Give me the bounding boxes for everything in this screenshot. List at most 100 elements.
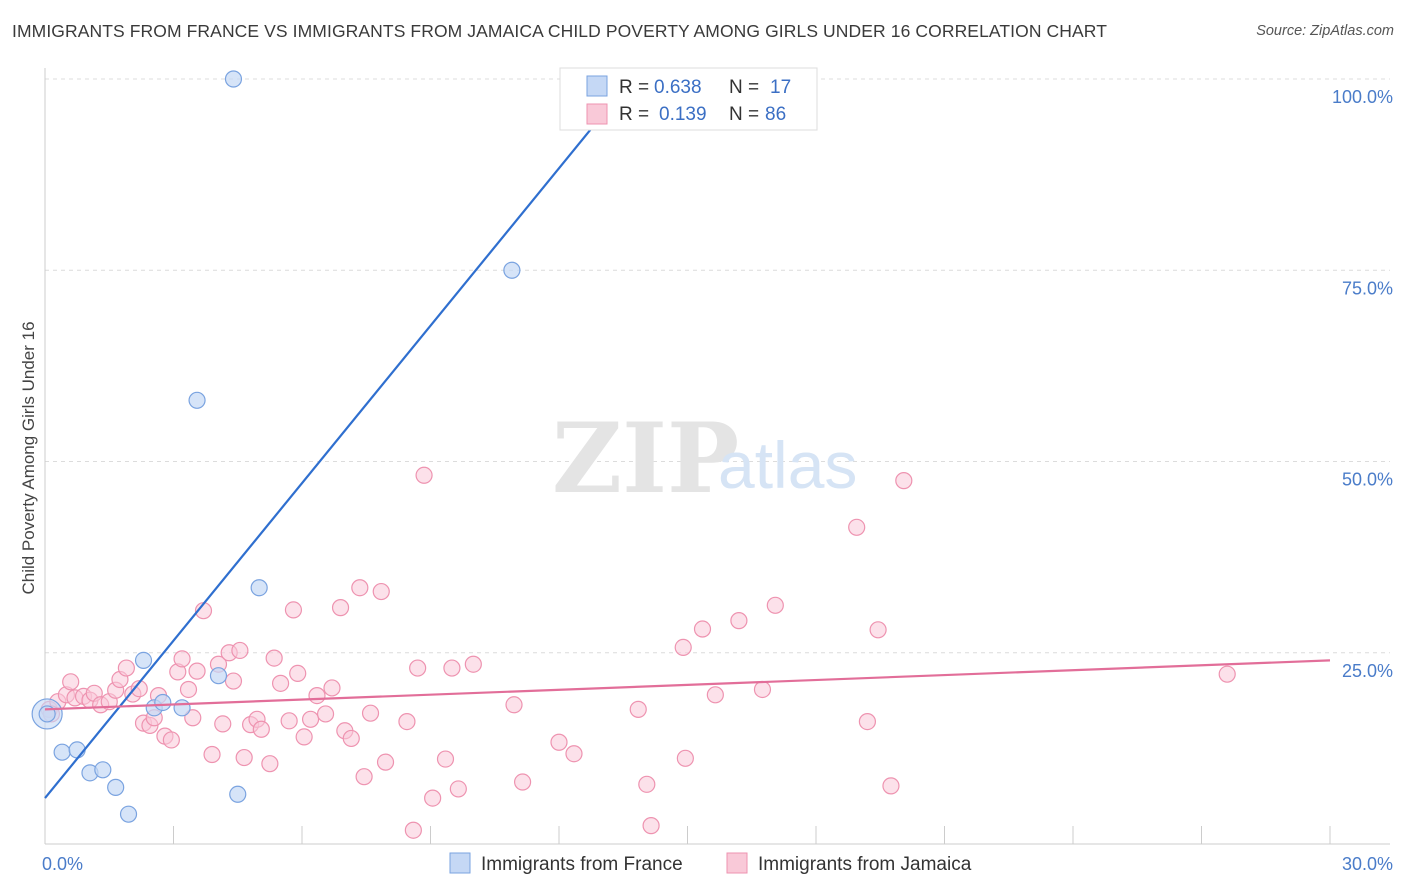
legend-jamaica-n-label: N =: [729, 104, 759, 125]
data-point-jamaica: [753, 680, 772, 699]
x-tick-label: 30.0%: [1342, 854, 1393, 874]
data-point-jamaica: [214, 715, 232, 733]
data-point-jamaica: [869, 621, 887, 639]
data-point-france: [94, 761, 112, 779]
series-legend: Immigrants from France Immigrants from J…: [449, 852, 972, 875]
data-point-jamaica: [355, 768, 373, 786]
legend-france-n-label: N =: [729, 77, 759, 98]
legend-france-n-value: 17: [770, 77, 791, 98]
y-tick-label: 25.0%: [1342, 661, 1393, 681]
data-point-france: [173, 699, 191, 717]
data-point-jamaica: [848, 518, 866, 536]
data-point-jamaica: [188, 662, 206, 680]
trend-lines: [44, 78, 1331, 799]
data-point-jamaica: [308, 686, 326, 705]
data-point-jamaica: [766, 596, 784, 614]
data-point-jamaica: [231, 641, 249, 660]
data-point-jamaica: [323, 679, 341, 697]
legend-france-r-value: 0.638: [654, 77, 702, 98]
data-point-jamaica: [162, 731, 180, 749]
legend-france-r-label: R =: [619, 77, 649, 98]
data-point-jamaica: [271, 674, 290, 692]
data-point-jamaica: [730, 612, 748, 630]
data-point-jamaica: [464, 655, 482, 673]
data-point-jamaica: [235, 748, 253, 767]
bottom-legend-jamaica: Immigrants from Jamaica: [758, 854, 972, 875]
data-point-jamaica: [179, 680, 198, 699]
data-point-jamaica: [301, 710, 320, 728]
data-point-jamaica: [117, 659, 135, 677]
data-point-jamaica: [882, 777, 900, 795]
legend-swatch-france: [586, 75, 608, 97]
data-point-france: [134, 651, 153, 670]
y-axis-label: Child Poverty Among Girls Under 16: [19, 321, 38, 594]
y-tick-label: 100.0%: [1332, 87, 1393, 107]
data-point-jamaica: [316, 705, 335, 723]
data-point-jamaica: [706, 686, 724, 704]
data-point-france: [224, 70, 243, 88]
legend-jamaica-r-value: 0.139: [659, 104, 707, 125]
data-point-jamaica: [513, 773, 532, 791]
data-point-france: [209, 667, 228, 685]
source-credit: Source: ZipAtlas.com: [1256, 23, 1394, 39]
data-point-jamaica: [280, 712, 298, 730]
data-point-france: [503, 261, 521, 279]
data-point-jamaica: [224, 672, 243, 690]
data-point-jamaica: [443, 659, 461, 677]
data-point-jamaica: [398, 712, 416, 731]
data-point-jamaica: [295, 728, 313, 746]
correlation-legend: R = 0.638 N = 17 R = 0.139 N = 86: [559, 67, 818, 131]
data-point-france: [107, 778, 125, 796]
data-point-jamaica: [565, 745, 583, 763]
data-point-jamaica: [674, 638, 692, 656]
watermark-zip: ZIP: [552, 402, 739, 515]
watermark-atlas: atlas: [718, 428, 857, 502]
gridlines: [45, 78, 1390, 654]
x-tick-label: 0.0%: [42, 854, 83, 874]
data-point-jamaica: [130, 680, 148, 698]
data-point-jamaica: [449, 780, 467, 798]
trend-line-jamaica: [44, 659, 1331, 711]
data-point-jamaica: [505, 696, 523, 714]
y-tick-label: 75.0%: [1342, 278, 1393, 298]
data-point-jamaica: [858, 712, 877, 731]
data-point-jamaica: [436, 750, 455, 768]
data-point-france: [53, 743, 71, 761]
data-point-jamaica: [895, 472, 913, 490]
data-point-jamaica: [642, 817, 660, 835]
bottom-legend-france: Immigrants from France: [481, 854, 683, 875]
data-point-jamaica: [372, 582, 390, 601]
y-tick-label: 50.0%: [1342, 470, 1393, 490]
data-point-france: [154, 693, 172, 712]
data-point-jamaica: [415, 466, 433, 484]
data-point-jamaica: [424, 789, 442, 807]
data-point-france: [250, 579, 268, 597]
data-point-jamaica: [1218, 665, 1236, 683]
bottom-legend-swatch-france: [449, 852, 471, 874]
data-point-france: [188, 391, 206, 409]
data-point-jamaica: [550, 733, 568, 751]
legend-jamaica-r-label: R =: [619, 104, 649, 125]
data-point-jamaica: [629, 700, 647, 718]
data-point-jamaica: [173, 650, 191, 668]
data-point-jamaica: [638, 775, 656, 793]
data-point-jamaica: [361, 704, 380, 722]
x-tick-labels: 0.0% 30.0%: [42, 854, 1393, 874]
data-point-jamaica: [203, 745, 221, 764]
data-point-jamaica: [261, 755, 279, 773]
legend-jamaica-n-value: 86: [765, 104, 786, 125]
data-point-jamaica: [62, 673, 80, 691]
legend-swatch-jamaica: [586, 103, 608, 125]
data-point-france: [68, 741, 86, 759]
data-point-jamaica: [184, 709, 202, 727]
chart-title: IMMIGRANTS FROM FRANCE VS IMMIGRANTS FRO…: [12, 21, 1108, 41]
trend-line-france: [44, 78, 633, 799]
data-point-jamaica: [284, 601, 303, 619]
data-point-jamaica: [409, 659, 427, 677]
data-point-jamaica: [289, 664, 307, 683]
data-point-france: [119, 805, 138, 823]
data-point-jamaica: [404, 821, 422, 839]
data-point-jamaica: [676, 749, 694, 767]
bottom-legend-swatch-jamaica: [726, 852, 748, 874]
